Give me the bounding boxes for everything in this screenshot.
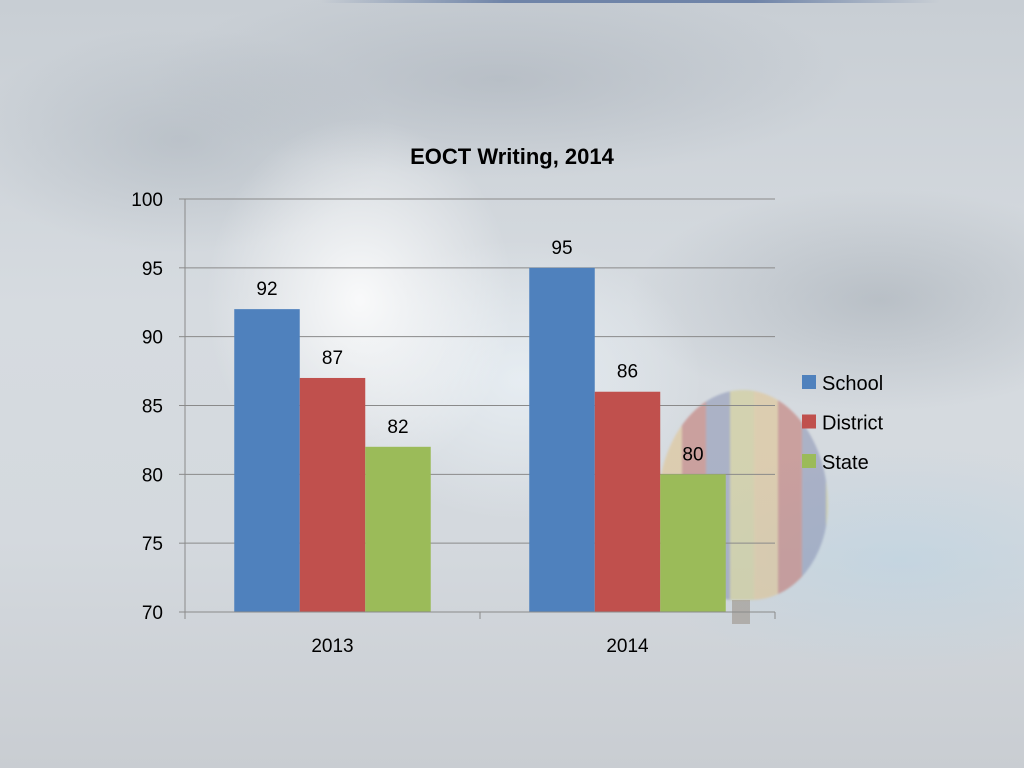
x-tick-label: 2014 xyxy=(606,636,649,657)
legend-label: District xyxy=(822,413,884,435)
data-label: 95 xyxy=(551,238,572,259)
data-label: 82 xyxy=(387,417,408,438)
bar-state-2013 xyxy=(365,446,431,612)
y-tick-label: 95 xyxy=(142,259,163,280)
legend-label: School xyxy=(822,373,883,395)
legend-label: State xyxy=(822,452,869,474)
data-label: 80 xyxy=(682,444,703,465)
legend-swatch xyxy=(802,375,816,389)
bar-district-2014 xyxy=(594,391,661,612)
y-tick-label: 80 xyxy=(142,465,163,486)
bar-school-2014 xyxy=(529,267,595,612)
y-tick-label: 100 xyxy=(131,190,163,211)
y-tick-label: 85 xyxy=(142,397,163,418)
legend-item-state: State xyxy=(802,452,869,474)
legend-swatch xyxy=(802,414,816,429)
top-decoration xyxy=(320,0,940,3)
bar-district-2013 xyxy=(299,377,366,612)
legend-swatch xyxy=(802,454,816,468)
legend: School District State xyxy=(802,373,884,474)
data-label: 92 xyxy=(256,279,277,300)
x-axis: 2013 2014 xyxy=(184,611,776,657)
x-tick-label: 2013 xyxy=(311,636,353,657)
y-tick-label: 70 xyxy=(142,603,163,624)
legend-item-school: School xyxy=(802,373,883,395)
bars: 92 95 87 86 82 80 xyxy=(234,238,726,612)
bar-state-2014 xyxy=(660,474,726,612)
y-tick-label: 90 xyxy=(142,328,163,349)
legend-item-district: District xyxy=(802,413,884,435)
y-tick-label: 75 xyxy=(142,534,163,555)
y-axis: 70 75 80 85 90 95 100 xyxy=(131,190,186,624)
chart-title: EOCT Writing, 2014 xyxy=(410,144,615,169)
bar-school-2013 xyxy=(234,309,300,612)
data-label: 86 xyxy=(617,362,638,383)
data-label: 87 xyxy=(322,348,343,369)
